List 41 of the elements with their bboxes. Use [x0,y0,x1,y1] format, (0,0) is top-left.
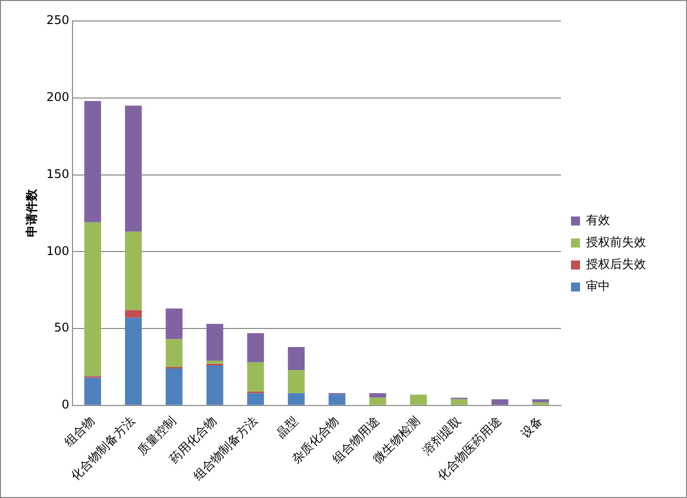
legend-label: 授权后失效 [586,257,646,272]
bar [166,368,183,405]
bar [328,394,346,405]
bar [84,222,102,376]
bar [124,232,142,310]
bar [206,360,224,364]
legend-label: 授权前失效 [586,235,646,250]
bar [206,365,224,405]
y-tick-label: 50 [54,320,70,335]
x-tick-label: 组合物 [62,414,97,450]
bar [288,346,305,370]
bar [450,399,468,405]
bar [247,333,264,362]
bar [288,370,305,394]
bar [206,324,224,361]
bar [288,393,305,405]
bar [124,106,142,232]
bar [532,402,550,405]
bar [369,398,386,405]
x-tick-label: 晶型 [274,414,301,441]
y-tick-label: 0 [62,398,70,412]
bar [247,362,264,392]
y-axis-title: 申请件数 [24,188,38,238]
legend-label: 审中 [586,279,610,294]
x-tick-label: 设备 [518,414,545,441]
bar [166,308,183,340]
y-tick-label: 200 [46,90,70,104]
bar [124,310,142,318]
bar [410,394,427,405]
bar [166,339,183,367]
bar [124,318,142,405]
legend-label: 有效 [586,213,610,228]
bar [84,100,102,222]
y-tick-label: 150 [46,166,70,181]
bar [84,378,102,405]
y-tick-label: 250 [46,13,70,28]
y-tick-label: 100 [46,244,70,258]
bar [247,393,264,405]
bar [532,399,550,402]
bar [369,393,386,398]
bar [492,399,508,405]
